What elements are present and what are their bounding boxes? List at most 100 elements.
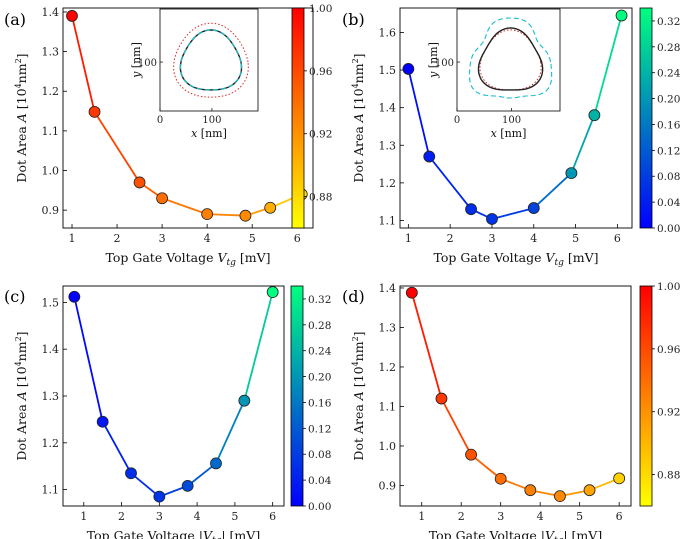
y-tick-label: 1.2 bbox=[42, 437, 60, 450]
panel-2: (c) 1 2 3 4 5 6 1.1 1.2 1.3 1.4 1.5 Top Gate Voltage… bbox=[4, 285, 332, 539]
y-tick-label: 1.1 bbox=[379, 400, 397, 413]
data-point bbox=[181, 479, 194, 492]
y-tick-label: 1.0 bbox=[42, 165, 60, 178]
data-point bbox=[88, 105, 101, 118]
inset-curve-black bbox=[477, 27, 544, 91]
colorbar-tick-label: 0.04 bbox=[657, 197, 681, 209]
y-axis-label-text: Dot Area bbox=[14, 400, 29, 460]
panel-3: (d) 1 2 3 4 5 6 0.9 1.0 1.1 1.2 1.3 1.4 Top Gate Volt… bbox=[342, 281, 681, 539]
data-point bbox=[588, 109, 601, 122]
colorbar-tick-label: 0.12 bbox=[657, 145, 680, 157]
x-tick-label: 3 bbox=[488, 232, 495, 245]
inset-x-label: x [nm] bbox=[491, 127, 527, 140]
x-tick-label: 5 bbox=[231, 510, 238, 523]
data-point bbox=[66, 10, 78, 22]
inset-x-var: x bbox=[191, 127, 198, 140]
y-axis-label-text: Dot Area bbox=[14, 122, 29, 182]
x-tick-label: 2 bbox=[447, 232, 454, 245]
y-axis-label-sup2: 2 bbox=[351, 58, 360, 63]
y-axis-label-unit2: nm bbox=[14, 63, 29, 83]
data-point bbox=[465, 203, 477, 216]
y-tick-label: 1.5 bbox=[42, 296, 60, 309]
y-tick-label: 1.4 bbox=[379, 102, 397, 115]
inset-y-label: y [nm] bbox=[427, 42, 440, 79]
series-segment bbox=[130, 472, 160, 498]
inset-y-tick-label: 100 bbox=[435, 58, 454, 69]
inset-x-label: x [nm] bbox=[191, 127, 227, 140]
data-point bbox=[524, 484, 537, 497]
y-axis-label-sup2: 2 bbox=[14, 336, 23, 341]
inset-curve-black bbox=[179, 29, 243, 91]
y-tick-label: 1.6 bbox=[379, 26, 397, 39]
colorbar-tick-label: 0.08 bbox=[657, 171, 680, 183]
x-tick-label: 2 bbox=[458, 510, 465, 523]
series-segment bbox=[593, 15, 623, 116]
y-axis-label-close: ] bbox=[14, 53, 29, 58]
series-segment bbox=[491, 207, 534, 220]
colorbar-tick-label: 0.24 bbox=[657, 68, 681, 80]
y-axis-label-unit2: nm bbox=[351, 63, 366, 83]
x-tick-label: 2 bbox=[118, 510, 125, 523]
x-axis-label: Top Gate Voltage Vtg [mV] bbox=[106, 250, 271, 268]
x-tick-label: 4 bbox=[537, 510, 544, 523]
data-point bbox=[405, 286, 418, 299]
colorbar-tick-label: 0.92 bbox=[657, 407, 680, 419]
series-segment bbox=[243, 291, 274, 401]
y-axis-label-close: ] bbox=[351, 53, 366, 58]
y-axis-label-sup2: 2 bbox=[14, 58, 23, 63]
colorbar-tick-label: 0.32 bbox=[657, 16, 680, 28]
y-tick-label: 1.1 bbox=[42, 484, 60, 497]
series-segment bbox=[410, 292, 443, 399]
y-axis-label-var: A bbox=[351, 113, 366, 123]
y-axis-label-sup: 4 bbox=[351, 361, 360, 366]
colorbar-tick-label: 1.00 bbox=[309, 3, 332, 15]
x-axis-label-sub: tg bbox=[554, 258, 564, 268]
y-axis-label-sup: 4 bbox=[14, 361, 23, 366]
data-point bbox=[435, 392, 448, 405]
x-tick-label: 5 bbox=[249, 232, 256, 245]
x-axis-label-sub: tg bbox=[212, 536, 222, 539]
colorbar-tick-label: 0.88 bbox=[657, 470, 680, 482]
series-segment bbox=[470, 453, 502, 480]
colorbar-tick-label: 0.00 bbox=[657, 223, 680, 235]
y-axis-label-unit: [10 bbox=[14, 366, 29, 391]
data-point bbox=[264, 201, 277, 214]
plot-frame bbox=[399, 285, 632, 507]
y-tick-label: 1.3 bbox=[42, 390, 60, 403]
inset-x-var: x bbox=[491, 127, 498, 140]
x-axis-label-var: V bbox=[203, 528, 214, 539]
y-tick-label: 1.4 bbox=[42, 343, 60, 356]
series-segment bbox=[570, 114, 596, 174]
y-axis-label-var: A bbox=[14, 391, 29, 401]
y-tick-label: 1.2 bbox=[379, 361, 397, 374]
data-point bbox=[423, 150, 436, 163]
y-tick-label: 1.1 bbox=[42, 125, 60, 138]
x-tick-label: 1 bbox=[418, 510, 425, 523]
y-tick-label: 1.4 bbox=[379, 282, 397, 295]
colorbar-tick-label: 0.28 bbox=[308, 320, 331, 332]
x-axis-label-var: V bbox=[545, 528, 556, 539]
data-point bbox=[402, 63, 415, 75]
colorbar bbox=[290, 285, 304, 507]
y-tick-label: 1.4 bbox=[42, 6, 60, 19]
data-point bbox=[613, 472, 626, 485]
panel-label: (b) bbox=[342, 10, 365, 29]
x-tick-label: 6 bbox=[294, 232, 301, 245]
inset-x-unit: [nm] bbox=[197, 127, 227, 140]
y-tick-label: 1.2 bbox=[379, 177, 397, 190]
inset-x-tick-label: 100 bbox=[502, 115, 521, 126]
x-tick-label: 1 bbox=[405, 232, 412, 245]
data-point bbox=[201, 208, 214, 221]
y-tick-label: 1.3 bbox=[379, 139, 397, 152]
inset-x-tick-label: 0 bbox=[157, 115, 163, 126]
colorbar bbox=[639, 7, 653, 229]
data-point bbox=[554, 490, 566, 503]
x-axis-label-unit: | [mV] bbox=[221, 528, 260, 539]
series-segment bbox=[161, 197, 208, 215]
x-axis-label-text: Top Gate Voltage | bbox=[87, 528, 203, 539]
inset-curve-teal bbox=[468, 17, 553, 99]
inset-y-unit: [nm] bbox=[130, 42, 143, 72]
inset-y-var: y bbox=[427, 71, 440, 79]
